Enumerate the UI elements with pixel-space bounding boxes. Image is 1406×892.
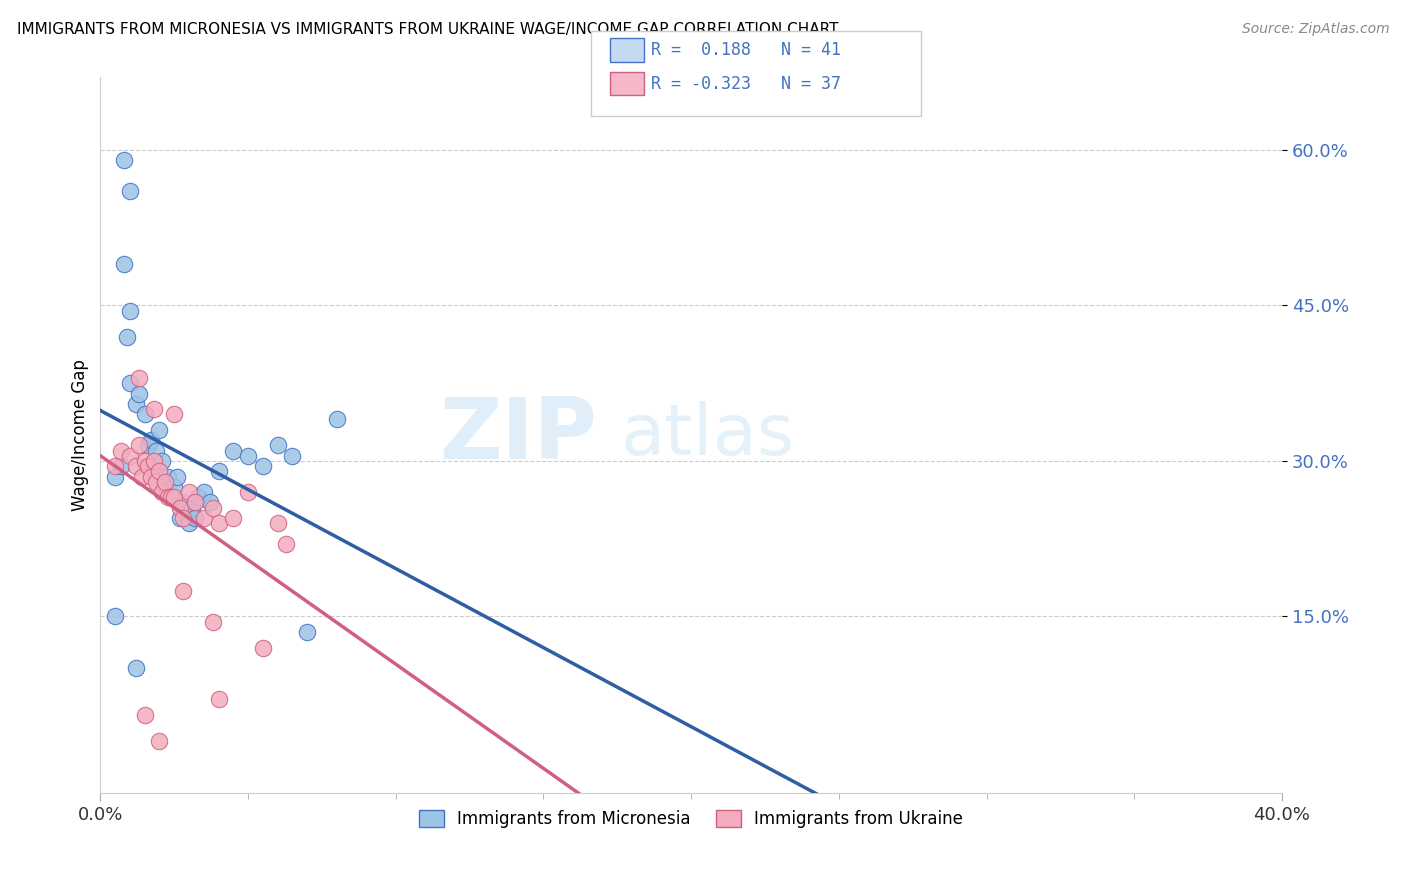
Point — [104, 459, 127, 474]
Point — [184, 495, 207, 509]
Text: atlas: atlas — [620, 401, 794, 469]
Point — [148, 734, 170, 748]
Text: Source: ZipAtlas.com: Source: ZipAtlas.com — [1241, 22, 1389, 37]
Point — [118, 303, 141, 318]
Point — [207, 692, 229, 706]
Point — [145, 443, 167, 458]
Point — [160, 490, 183, 504]
Point — [198, 495, 221, 509]
Point — [169, 511, 191, 525]
Point — [150, 485, 173, 500]
Point — [266, 438, 288, 452]
Point — [325, 412, 347, 426]
Point — [110, 443, 132, 458]
Point — [184, 511, 207, 525]
Point — [145, 475, 167, 489]
Point — [118, 185, 141, 199]
Point — [163, 490, 186, 504]
Point — [115, 329, 138, 343]
Point — [150, 454, 173, 468]
Legend: Immigrants from Micronesia, Immigrants from Ukraine: Immigrants from Micronesia, Immigrants f… — [412, 803, 970, 834]
Point — [281, 449, 304, 463]
Point — [236, 449, 259, 463]
Point — [207, 464, 229, 478]
Point — [148, 423, 170, 437]
Point — [172, 495, 194, 509]
Point — [236, 485, 259, 500]
Point — [163, 407, 186, 421]
Point — [157, 469, 180, 483]
Point — [177, 516, 200, 530]
Point — [276, 537, 298, 551]
Point — [128, 438, 150, 452]
Text: R =  0.188   N = 41: R = 0.188 N = 41 — [651, 41, 841, 59]
Point — [128, 371, 150, 385]
Point — [155, 475, 177, 489]
Point — [187, 490, 209, 504]
Point — [172, 511, 194, 525]
Point — [222, 443, 245, 458]
Point — [125, 661, 148, 675]
Point — [139, 469, 162, 483]
Point — [266, 516, 288, 530]
Point — [169, 500, 191, 515]
Point — [148, 464, 170, 478]
Point — [252, 640, 274, 655]
Point — [112, 153, 135, 168]
Point — [104, 469, 127, 483]
Point — [160, 490, 183, 504]
Point — [112, 257, 135, 271]
Point — [131, 469, 153, 483]
Point — [193, 485, 215, 500]
Point — [118, 376, 141, 391]
Point — [193, 511, 215, 525]
Point — [201, 500, 224, 515]
Point — [104, 609, 127, 624]
Point — [207, 516, 229, 530]
Point — [110, 459, 132, 474]
Point — [136, 438, 159, 452]
Point — [125, 459, 148, 474]
Point — [177, 485, 200, 500]
Point — [118, 449, 141, 463]
Point — [125, 397, 148, 411]
Point — [128, 386, 150, 401]
Point — [134, 407, 156, 421]
Point — [139, 434, 162, 448]
Point — [252, 459, 274, 474]
Point — [136, 459, 159, 474]
Text: IMMIGRANTS FROM MICRONESIA VS IMMIGRANTS FROM UKRAINE WAGE/INCOME GAP CORRELATIO: IMMIGRANTS FROM MICRONESIA VS IMMIGRANTS… — [17, 22, 838, 37]
Point — [134, 707, 156, 722]
Y-axis label: Wage/Income Gap: Wage/Income Gap — [72, 359, 89, 511]
Point — [181, 500, 204, 515]
Point — [142, 402, 165, 417]
Point — [172, 583, 194, 598]
Point — [157, 490, 180, 504]
Point — [166, 469, 188, 483]
Text: ZIP: ZIP — [439, 393, 596, 476]
Point — [201, 615, 224, 629]
Point — [142, 454, 165, 468]
Point — [295, 625, 318, 640]
Point — [174, 506, 197, 520]
Point — [222, 511, 245, 525]
Point — [134, 454, 156, 468]
Point — [163, 480, 186, 494]
Point — [142, 459, 165, 474]
Point — [155, 480, 177, 494]
Text: R = -0.323   N = 37: R = -0.323 N = 37 — [651, 75, 841, 93]
